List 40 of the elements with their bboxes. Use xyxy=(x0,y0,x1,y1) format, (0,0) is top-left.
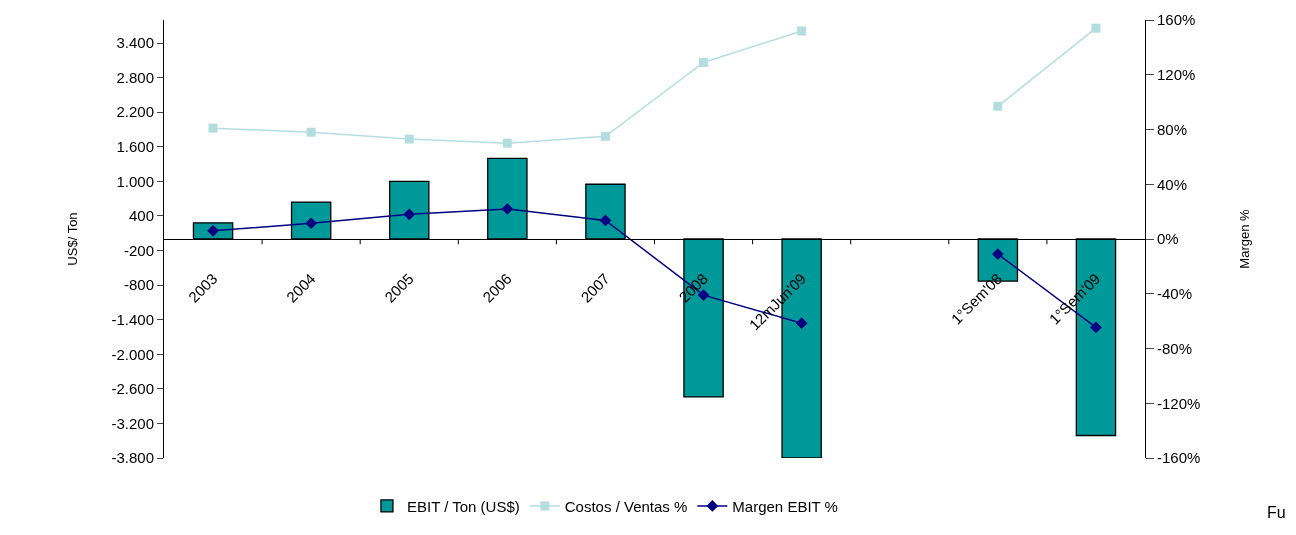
y2-tick-label: -80% xyxy=(1157,339,1193,357)
y-tick-label: -2.000 xyxy=(111,345,154,363)
y2-tick-label: 40% xyxy=(1157,175,1188,193)
y2-tick-label: 160% xyxy=(1157,11,1196,29)
y2-tick-label: 80% xyxy=(1157,120,1188,138)
legend-label: Costos / Ventas % xyxy=(564,497,688,515)
y-tick-label: -200 xyxy=(123,241,154,259)
y-tick-label: 1.600 xyxy=(116,138,154,156)
y2-tick-label: 120% xyxy=(1157,66,1196,83)
point xyxy=(208,123,218,133)
y2-tick-label: 0% xyxy=(1157,230,1179,248)
point xyxy=(501,203,514,215)
legend-label: EBIT / Ton (US$) xyxy=(406,497,520,515)
y-axis-title: US$/ Ton xyxy=(65,212,81,266)
point xyxy=(699,57,709,67)
y-tick-label: 3.400 xyxy=(116,34,154,52)
point xyxy=(403,208,416,221)
y2-tick-label: -40% xyxy=(1157,285,1193,302)
point xyxy=(599,214,612,227)
legend-label: Margen EBIT % xyxy=(732,497,838,515)
y-tick-label: -3.800 xyxy=(111,449,154,467)
text: Fu xyxy=(1267,504,1286,521)
point xyxy=(797,26,807,36)
y2-axis-title: Margen % xyxy=(1236,208,1252,269)
point xyxy=(993,101,1003,111)
y-tick-label: -2.600 xyxy=(111,380,154,398)
y-tick-label: -3.200 xyxy=(111,414,154,432)
point xyxy=(600,131,610,141)
point xyxy=(306,127,316,137)
y-tick-label: -1.400 xyxy=(111,310,154,328)
y-tick-label: 2.800 xyxy=(116,68,154,86)
y2-tick-label: -120% xyxy=(1157,394,1201,412)
y-tick-label: 2.200 xyxy=(116,103,154,121)
y2-tick-label: -160% xyxy=(1157,449,1201,467)
point xyxy=(1091,23,1101,33)
point xyxy=(404,134,414,144)
point xyxy=(502,138,512,148)
y-tick-label: -800 xyxy=(123,276,154,294)
y-tick-label: 1.000 xyxy=(116,172,154,190)
y-tick-label: 400 xyxy=(128,207,154,225)
